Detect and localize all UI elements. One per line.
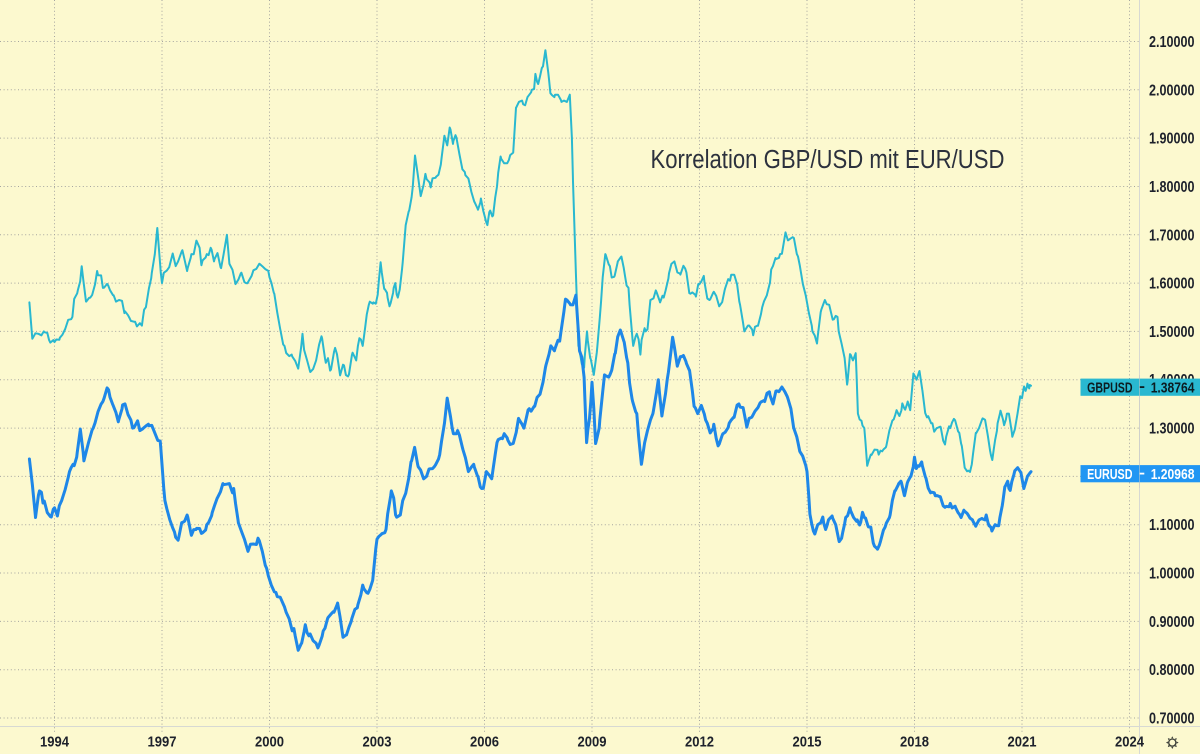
- svg-text:GBPUSD: GBPUSD: [1087, 380, 1132, 396]
- svg-text:2009: 2009: [578, 733, 607, 750]
- svg-text:1.38764: 1.38764: [1151, 380, 1195, 396]
- svg-text:2006: 2006: [470, 733, 499, 750]
- svg-text:2018: 2018: [900, 733, 929, 750]
- svg-text:1.70000: 1.70000: [1149, 227, 1195, 244]
- svg-text:1.50000: 1.50000: [1149, 324, 1195, 341]
- svg-text:Korrelation GBP/USD mit EUR/US: Korrelation GBP/USD mit EUR/USD: [651, 146, 1005, 174]
- svg-text:0.70000: 0.70000: [1149, 711, 1195, 728]
- svg-text:1994: 1994: [40, 733, 70, 750]
- svg-text:1.30000: 1.30000: [1149, 421, 1195, 438]
- svg-text:1.60000: 1.60000: [1149, 276, 1195, 293]
- svg-text:2003: 2003: [363, 733, 392, 750]
- svg-text:1.90000: 1.90000: [1149, 131, 1195, 148]
- svg-text:1997: 1997: [148, 733, 177, 750]
- svg-text:0.90000: 0.90000: [1149, 614, 1195, 631]
- svg-text:2.00000: 2.00000: [1149, 82, 1195, 99]
- svg-text:2000: 2000: [255, 733, 284, 750]
- svg-text:0.80000: 0.80000: [1149, 662, 1195, 679]
- svg-text:2024: 2024: [1115, 733, 1145, 750]
- svg-text:1.20968: 1.20968: [1151, 467, 1195, 483]
- svg-text:2.10000: 2.10000: [1149, 34, 1195, 51]
- svg-text:EURUSD: EURUSD: [1087, 467, 1132, 483]
- svg-text:1.80000: 1.80000: [1149, 179, 1195, 196]
- svg-text:2015: 2015: [793, 733, 822, 750]
- svg-text:2021: 2021: [1008, 733, 1037, 750]
- svg-text:1.10000: 1.10000: [1149, 517, 1195, 534]
- svg-text:2012: 2012: [685, 733, 714, 750]
- svg-text:1.00000: 1.00000: [1149, 566, 1195, 583]
